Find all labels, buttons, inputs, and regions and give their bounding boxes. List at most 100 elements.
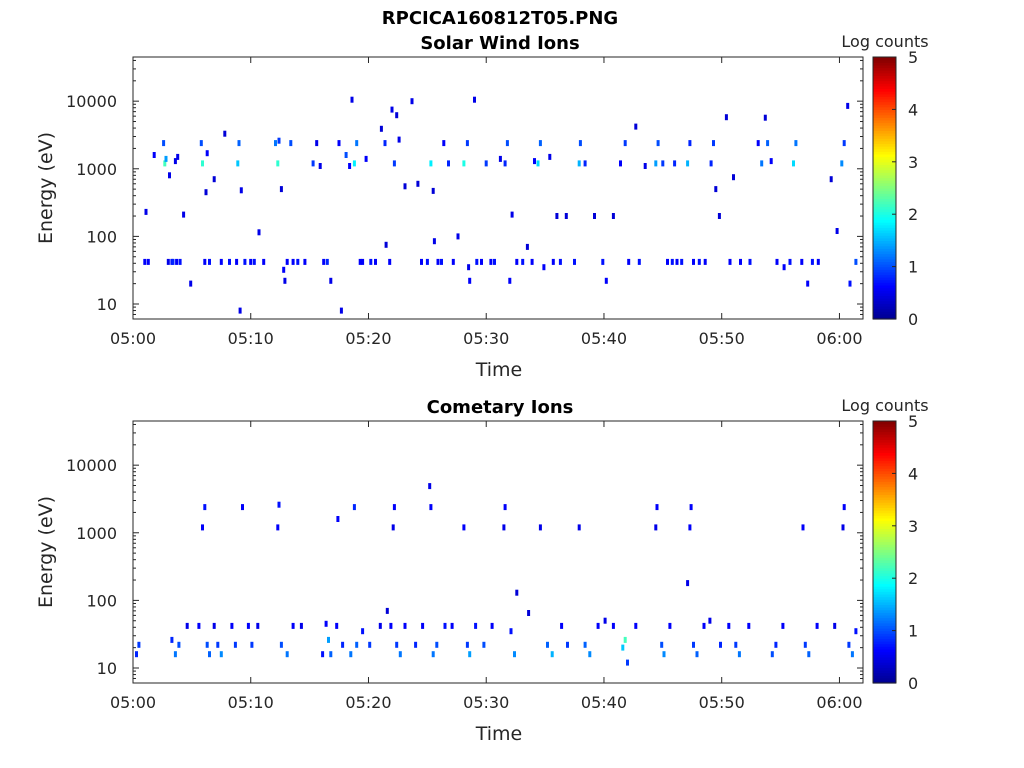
colorbar-segment	[873, 565, 896, 569]
colorbar-segment	[873, 654, 896, 658]
colorbar-segment	[873, 562, 896, 566]
colorbar-segment	[873, 588, 896, 592]
colorbar-segment	[873, 528, 896, 532]
colorbar-segment	[873, 434, 896, 438]
colorbar-segment	[873, 300, 896, 304]
colorbar-segment	[873, 496, 896, 501]
heatmap-cell	[782, 264, 786, 271]
heatmap-cell	[775, 258, 779, 265]
heatmap-cell	[717, 213, 721, 219]
heatmap-cell	[806, 280, 810, 287]
colorbar-segment	[873, 483, 896, 488]
colorbar-segment	[873, 523, 896, 527]
heatmap-cell	[654, 524, 658, 531]
colorbar-segment	[873, 444, 896, 448]
figure-title: RPCICA160812T05.PNG	[382, 8, 618, 29]
colorbar-segment	[873, 449, 896, 454]
colorbar-segment	[873, 599, 896, 603]
solar-wind-ions-panel: Solar Wind Ions 05:00 05:10 05:20 05:30 05:4…	[35, 32, 929, 381]
x-ticks: 05:00 05:10 05:20 05:30 05:40 05:50 06:00	[110, 57, 863, 348]
colorbar: 0 1 2 3 4 5	[872, 48, 918, 329]
colorbar-segment	[873, 101, 896, 105]
colorbar-segment	[873, 240, 896, 244]
colorbar-segment	[873, 541, 896, 545]
heatmap-cell	[203, 258, 207, 265]
colorbar-segment	[873, 208, 896, 213]
heatmap-cell	[807, 651, 811, 658]
y-tick-label: 10	[97, 295, 117, 314]
x-tick-label: 05:10	[228, 693, 274, 712]
heatmap-cell	[274, 140, 277, 147]
colorbar-segment	[873, 465, 896, 469]
heatmap-cell	[368, 641, 372, 648]
heatmap-cell	[389, 622, 393, 629]
heatmap-cell	[708, 617, 712, 624]
heatmap-cell	[673, 160, 677, 167]
colorbar-segment	[873, 638, 896, 642]
heatmap-cell	[428, 483, 432, 490]
heatmap-cell	[391, 524, 395, 531]
colorbar-frame	[872, 420, 897, 684]
heatmap-cell	[688, 524, 692, 531]
colorbar-segment	[873, 431, 896, 435]
colorbar-segment	[873, 675, 896, 679]
heatmap-cell	[502, 524, 506, 531]
heatmap-cell	[403, 622, 407, 629]
heatmap-cell	[686, 580, 690, 587]
heatmap-cell	[465, 140, 469, 147]
colorbar-segment	[873, 510, 896, 514]
colorbar-segment	[873, 633, 896, 637]
heatmap-cell	[841, 524, 845, 531]
colorbar-segment	[873, 572, 896, 577]
colorbar-segment	[873, 64, 896, 69]
heatmap-cell	[515, 589, 519, 596]
colorbar-segment	[873, 216, 896, 221]
colorbar-segment	[873, 664, 896, 668]
heatmap-cell	[256, 622, 260, 629]
colorbar-segment	[873, 290, 896, 294]
colorbar-segment	[873, 253, 896, 257]
heatmap-cell	[800, 258, 804, 265]
colorbar-segment	[873, 119, 896, 124]
heatmap-cell	[829, 176, 833, 183]
colorbar-segment	[873, 426, 896, 430]
heatmap-cell	[279, 641, 283, 648]
heatmap-cell	[168, 172, 171, 179]
heatmap-cell	[577, 160, 581, 167]
heatmap-cell	[521, 258, 525, 265]
colorbar-segment	[873, 643, 896, 647]
heatmap-cell	[468, 277, 472, 284]
colorbar-segment	[873, 269, 896, 273]
colorbar-segment	[873, 669, 896, 674]
heatmap-cell	[538, 140, 542, 147]
colorbar-segment	[873, 502, 896, 506]
plot-area	[132, 56, 864, 320]
colorbar-segment	[873, 282, 896, 286]
x-tick-label: 05:00	[110, 693, 156, 712]
x-tick-label: 05:50	[699, 329, 745, 348]
colorbar-segment	[873, 211, 896, 215]
heatmap-cell	[262, 258, 266, 265]
colorbar-segment	[873, 630, 896, 634]
colorbar-segment	[873, 109, 896, 113]
heatmap-cell	[734, 641, 738, 648]
heatmap-cell	[558, 258, 562, 265]
heatmap-cell	[166, 258, 170, 265]
heatmap-cell	[303, 258, 307, 265]
heatmap-cell	[482, 641, 486, 648]
heatmap-cell	[601, 258, 605, 265]
colorbar-tick-label: 0	[908, 310, 918, 329]
colorbar-segment	[873, 578, 896, 582]
heatmap-cell	[329, 651, 333, 658]
heatmap-cell	[604, 277, 608, 284]
colorbar-segment	[873, 604, 896, 608]
heatmap-cell	[774, 641, 778, 648]
heatmap-cell	[465, 641, 469, 648]
colorbar-segment	[873, 596, 896, 600]
colorbar-segment	[873, 130, 896, 134]
heatmap-cell	[703, 258, 707, 265]
heatmap-cell	[189, 280, 193, 287]
heatmap-cell	[277, 137, 281, 144]
heatmap-cell	[291, 258, 295, 265]
heatmap-cell	[315, 140, 319, 147]
